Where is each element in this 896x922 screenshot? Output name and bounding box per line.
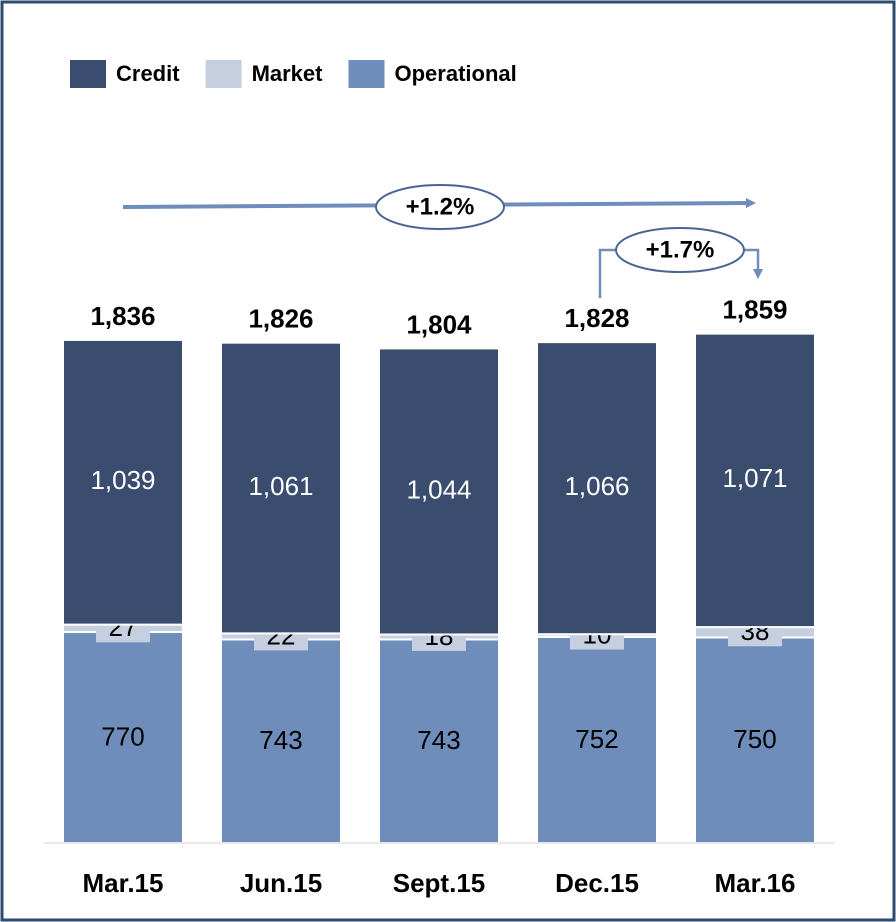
bar-segment (220, 341, 342, 635)
legend-swatch (70, 60, 106, 88)
bar-segment (536, 341, 658, 636)
value-label: 1,066 (564, 471, 629, 501)
annotation-bubble (615, 227, 745, 273)
x-tick-label: Mar.16 (715, 868, 796, 898)
legend-label: Operational (394, 61, 516, 86)
value-label: 1,039 (90, 465, 155, 495)
total-label: 1,859 (722, 295, 787, 325)
x-tick-label: Jun.15 (240, 868, 322, 898)
annotation-bubble (375, 184, 505, 230)
value-label: 752 (575, 724, 618, 754)
label-box (412, 727, 466, 756)
annotation: +1.7% (646, 236, 715, 263)
legend-swatch (348, 60, 385, 88)
bar-segment (62, 338, 184, 626)
legend-label: Market (252, 61, 324, 86)
total-label: 1,804 (406, 310, 472, 340)
label-box (254, 727, 308, 756)
label-box (96, 723, 150, 752)
x-tick-label: Mar.15 (83, 868, 164, 898)
total-label: 1,836 (90, 301, 155, 331)
value-label: 1,044 (406, 474, 471, 504)
label-box (570, 725, 624, 754)
bar-segment (378, 347, 500, 636)
total-label: 1,826 (248, 304, 313, 334)
total-label: 1,828 (564, 303, 629, 333)
value-label: 770 (101, 721, 144, 751)
label-box (728, 726, 782, 755)
value-label: 750 (733, 724, 776, 754)
x-tick-label: Dec.15 (555, 868, 639, 898)
value-label: 743 (417, 725, 460, 755)
annotation: +1.2% (406, 193, 475, 220)
value-label: 1,071 (722, 463, 787, 493)
value-label: 1,061 (248, 471, 313, 501)
x-tick-label: Sept.15 (393, 868, 486, 898)
legend-swatch (205, 60, 242, 88)
bar-segment (694, 332, 816, 629)
value-label: 743 (259, 725, 302, 755)
legend-label: Credit (116, 61, 180, 86)
